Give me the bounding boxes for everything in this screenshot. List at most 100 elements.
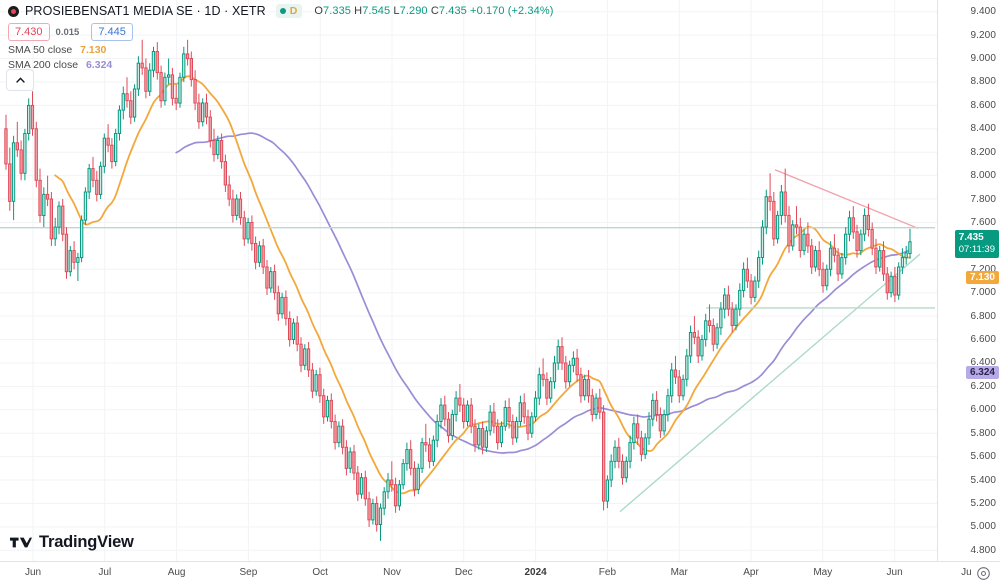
candle	[734, 304, 738, 331]
time-tick: Mar	[670, 567, 688, 578]
candle	[465, 400, 470, 427]
candle	[643, 433, 647, 459]
annotation-lines	[0, 169, 935, 513]
candle	[87, 163, 91, 199]
candle	[666, 388, 670, 422]
candle	[212, 128, 216, 162]
candle	[605, 475, 610, 509]
interval-badge[interactable]: D	[275, 4, 303, 18]
candle	[144, 58, 148, 99]
candle	[303, 344, 307, 370]
bid-price[interactable]: 7.430	[8, 23, 50, 41]
candle	[685, 348, 689, 387]
sma200-price-label[interactable]: 6.324	[965, 365, 999, 379]
candle	[620, 454, 625, 485]
candle	[49, 192, 54, 246]
time-axis[interactable]: Jun Jul Aug Sep Oct Nov Dec 2024 Feb Mar Apr May Jun…	[0, 561, 1000, 585]
candle	[590, 388, 594, 422]
candle	[68, 245, 72, 277]
candle	[840, 252, 844, 279]
candle	[314, 370, 318, 396]
price-tick: 8.600	[970, 99, 996, 111]
candle	[609, 454, 613, 488]
candle	[617, 437, 621, 469]
candle	[866, 203, 871, 237]
candle	[72, 241, 76, 270]
candle	[416, 463, 420, 495]
candle	[371, 498, 375, 525]
legend-sma200[interactable]: SMA 200 close 6.324	[8, 59, 554, 71]
interval-label: D	[289, 5, 298, 17]
candle	[310, 363, 315, 399]
candle	[586, 370, 591, 403]
sma50-price-label[interactable]: 7.130	[965, 271, 999, 285]
candle	[435, 414, 439, 448]
price-tick: 8.000	[970, 170, 996, 182]
candle	[654, 391, 659, 422]
candle	[704, 313, 708, 347]
candle	[420, 437, 424, 473]
time-tick: Oct	[312, 567, 328, 578]
candle	[208, 110, 212, 148]
candle	[91, 156, 95, 188]
sma50-label: SMA 50 close	[8, 44, 73, 56]
legend-symbol-row[interactable]: PROSIEBENSAT1 MEDIA SE · 1D · XETR D O7.…	[8, 2, 554, 20]
gear-icon[interactable]	[975, 565, 992, 582]
price-tick: 8.400	[970, 123, 996, 135]
candle	[730, 302, 734, 333]
ohlc-low-value: 7.290	[399, 5, 428, 17]
candle	[201, 98, 205, 127]
last-price-label[interactable]: 7.435 07:11:39	[954, 229, 999, 258]
candle	[405, 442, 409, 471]
ohlc-values: O7.335 H7.545 L7.290 C7.435 +0.170 (+2.3…	[314, 5, 553, 17]
candle	[533, 391, 538, 422]
candle	[670, 363, 674, 403]
candle	[189, 51, 193, 87]
candle	[810, 238, 814, 274]
price-tick: 5.200	[970, 497, 996, 509]
candle	[227, 175, 231, 207]
candle	[34, 121, 38, 188]
chart-plot-area[interactable]	[0, 0, 938, 562]
candle	[507, 398, 511, 429]
candle	[250, 215, 254, 251]
candle	[204, 93, 209, 125]
candle	[155, 42, 159, 80]
price-tick: 9.400	[970, 6, 996, 18]
ask-price[interactable]: 7.445	[91, 23, 133, 41]
candle	[76, 252, 80, 281]
candle	[291, 318, 296, 345]
sma200-price-label-value: 6.324	[969, 366, 995, 378]
time-tick: Nov	[383, 567, 401, 578]
candle	[458, 384, 462, 413]
price-axis[interactable]: 9.400 9.200 9.000 8.800 8.600 8.400 8.200 8.000…	[937, 0, 1000, 562]
candle	[775, 210, 780, 244]
tradingview-watermark-text: TradingView	[39, 533, 134, 551]
candle	[178, 72, 182, 108]
candle	[159, 65, 163, 108]
candle	[352, 444, 356, 480]
last-price-label-countdown: 07:11:39	[958, 243, 995, 255]
chart-legend: PROSIEBENSAT1 MEDIA SE · 1D · XETR D O7.…	[8, 2, 554, 71]
chevron-up-icon[interactable]	[6, 69, 34, 91]
last-price-label-value: 7.435	[958, 231, 984, 243]
price-tick: 7.200	[970, 263, 996, 275]
legend-sma50[interactable]: SMA 50 close 7.130	[8, 44, 554, 56]
candle	[53, 217, 57, 246]
candle	[23, 128, 27, 181]
price-tick: 8.800	[970, 76, 996, 88]
session-open-dot	[279, 8, 286, 14]
candle	[518, 395, 523, 427]
candle	[242, 210, 246, 246]
candle	[382, 487, 386, 516]
candle	[265, 259, 269, 295]
candle	[711, 318, 715, 352]
candle	[647, 412, 651, 445]
candle	[847, 210, 852, 242]
price-tick: 4.800	[970, 544, 996, 556]
symbol-title[interactable]: PROSIEBENSAT1 MEDIA SE · 1D · XETR	[25, 4, 266, 18]
candle	[541, 358, 545, 387]
time-tick: May	[813, 567, 833, 578]
candle	[881, 241, 886, 281]
candle	[129, 91, 133, 125]
